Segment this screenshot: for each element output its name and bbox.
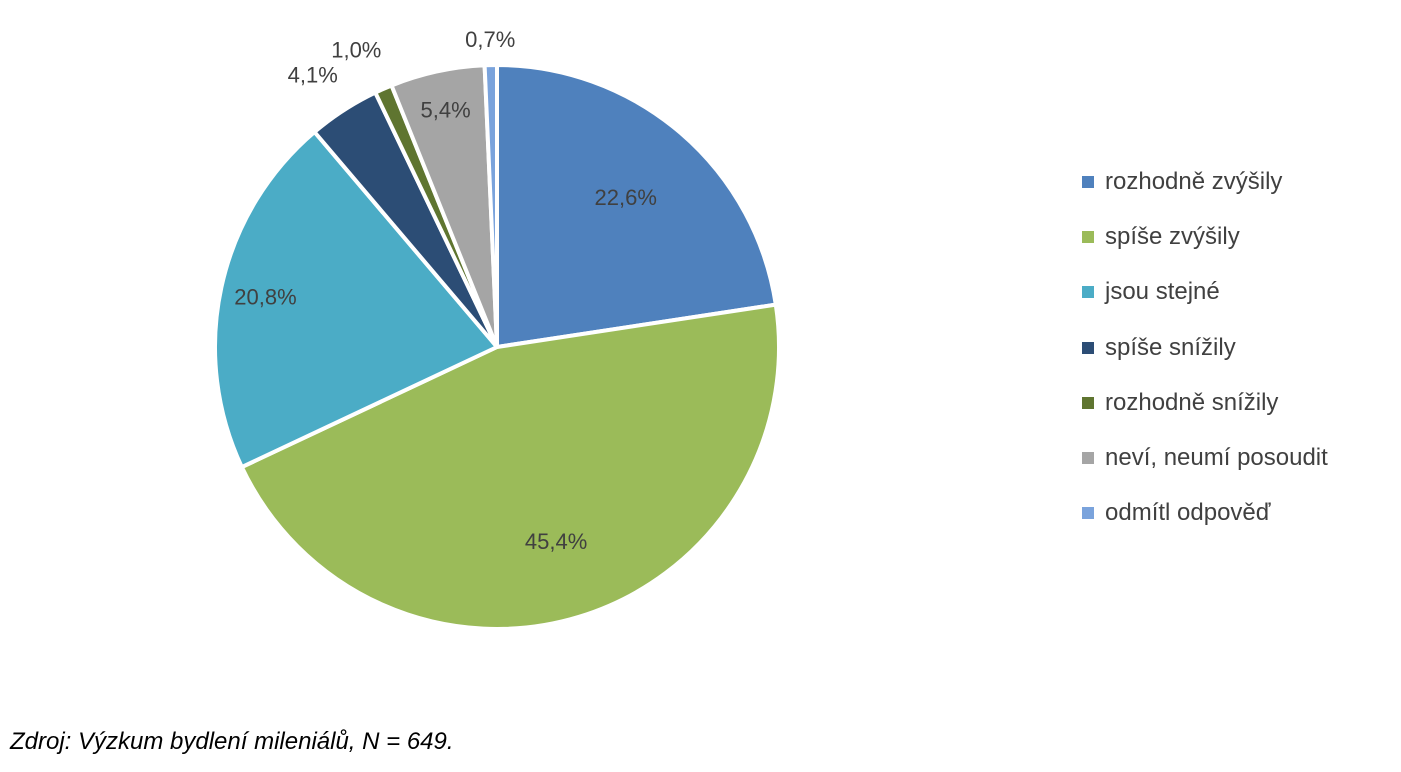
legend-swatch <box>1082 230 1094 243</box>
legend-item-odmitl-odpoved: odmítl odpověď <box>1082 486 1328 541</box>
legend-item-rozhodne-snizily: rozhodně snížily <box>1082 375 1328 430</box>
data-label-spise-zvysily: 45,4% <box>525 529 587 554</box>
legend-item-spise-snizily: spíše snížily <box>1082 320 1328 375</box>
pie-slice-jsou-stejne <box>213 129 499 470</box>
legend-label: jsou stejné <box>1105 278 1220 306</box>
legend-label: rozhodně snížily <box>1105 388 1279 416</box>
legend-item-jsou-stejne: jsou stejné <box>1082 265 1328 320</box>
legend-label: spíše zvýšily <box>1105 222 1240 250</box>
legend-swatch <box>1082 507 1094 520</box>
data-label-rozhodne-snizily: 1,0% <box>331 38 381 63</box>
legend-item-spise-zvysily: spíše zvýšily <box>1082 209 1328 264</box>
legend-label: odmítl odpověď <box>1105 499 1271 527</box>
legend-label: spíše snížily <box>1105 333 1236 361</box>
data-label-rozhodne-zvysily: 22,6% <box>595 185 657 210</box>
legend-label: neví, neumí posoudit <box>1105 444 1328 472</box>
data-label-spise-snizily: 4,1% <box>288 62 338 87</box>
pie-slice-odmitl-odpoved <box>482 62 499 349</box>
pie-slice-spise-zvysily <box>239 302 781 631</box>
legend-swatch <box>1082 286 1094 299</box>
pie-slices <box>213 62 781 631</box>
legend-swatch <box>1082 396 1094 409</box>
legend-swatch <box>1082 175 1094 188</box>
source-note: Zdroj: Výzkum bydlení mileniálů, N = 649… <box>10 728 454 755</box>
legend-swatch <box>1082 452 1094 465</box>
legend: rozhodně zvýšily spíše zvýšily jsou stejné… <box>1082 154 1328 541</box>
data-label-odmitl-odpoved: 0,7% <box>465 27 515 52</box>
pie-slice-rozhodne-zvysily <box>495 63 778 349</box>
data-labels: 22,6% 45,4% 20,8% 4,1%1,0% 5,4% 0,7% <box>234 27 657 554</box>
legend-swatch <box>1082 341 1094 354</box>
legend-item-nevi-neumi-posoudit: neví, neumí posoudit <box>1082 430 1328 485</box>
legend-label: rozhodně zvýšily <box>1105 167 1283 195</box>
legend-item-rozhodne-zvysily: rozhodně zvýšily <box>1082 154 1328 209</box>
data-label-nevi-neumi-posoudit: 5,4% <box>421 98 471 123</box>
data-label-jsou-stejne: 20,8% <box>234 284 296 309</box>
